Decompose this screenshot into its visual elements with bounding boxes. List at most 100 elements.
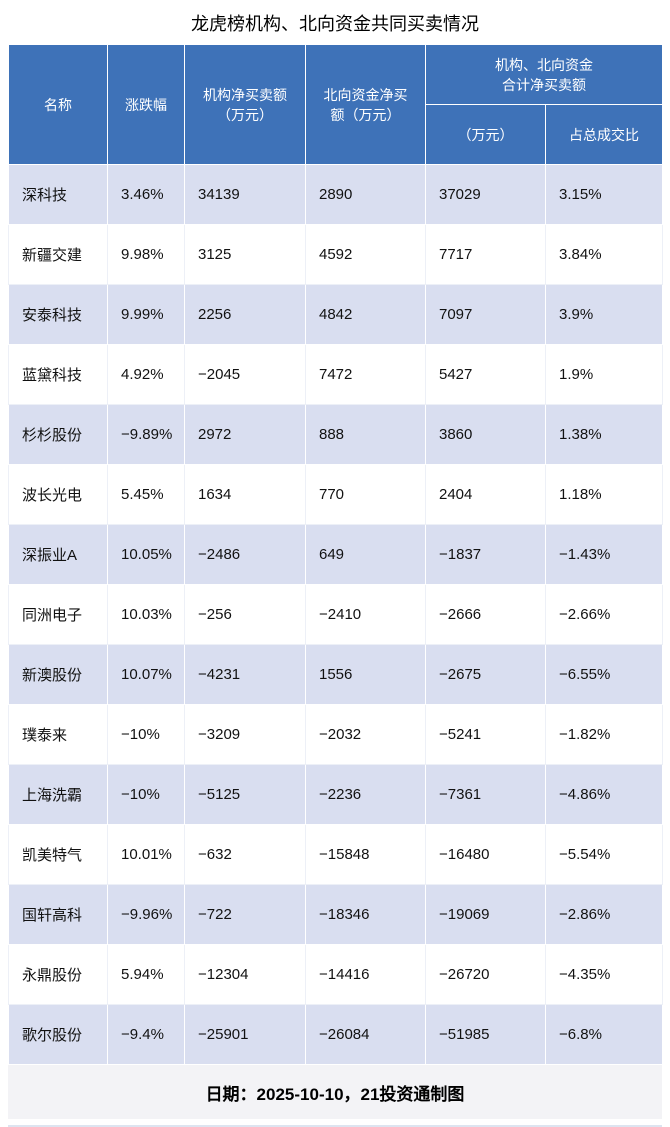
cell-change: 9.99% xyxy=(107,284,185,345)
cell-north-net: 4842 xyxy=(305,284,426,345)
cell-inst-net: 34139 xyxy=(184,164,306,225)
table-row: 歌尔股份 −9.4% −25901 −26084 −51985 −6.8% xyxy=(8,1004,663,1065)
table-row: 深振业A 10.05% −2486 649 −1837 −1.43% xyxy=(8,524,663,585)
cell-inst-net: −25901 xyxy=(184,1004,306,1065)
col-header-north-net-line1: 北向资金净买 xyxy=(323,86,408,103)
cell-north-net: −2236 xyxy=(305,764,426,825)
cell-combined-amount: −26720 xyxy=(425,944,546,1005)
cell-change: −10% xyxy=(107,764,185,825)
cell-north-net: −14416 xyxy=(305,944,426,1005)
cell-combined-amount: 7097 xyxy=(425,284,546,345)
cell-change: 10.01% xyxy=(107,824,185,885)
cell-name: 凯美特气 xyxy=(8,824,108,885)
cell-combined-ratio: 1.9% xyxy=(545,344,663,405)
cell-combined-ratio: 1.18% xyxy=(545,464,663,525)
cell-change: −9.96% xyxy=(107,884,185,945)
cell-inst-net: −3209 xyxy=(184,704,306,765)
cell-north-net: 2890 xyxy=(305,164,426,225)
cell-inst-net: −12304 xyxy=(184,944,306,1005)
cell-combined-ratio: −6.55% xyxy=(545,644,663,705)
cell-inst-net: −5125 xyxy=(184,764,306,825)
cell-combined-ratio: 3.9% xyxy=(545,284,663,345)
cell-name: 深振业A xyxy=(8,524,108,585)
cell-combined-amount: −2675 xyxy=(425,644,546,705)
cell-inst-net: −4231 xyxy=(184,644,306,705)
table-row: 同洲电子 10.03% −256 −2410 −2666 −2.66% xyxy=(8,584,663,645)
cell-combined-amount: −2666 xyxy=(425,584,546,645)
cell-inst-net: −632 xyxy=(184,824,306,885)
cell-combined-ratio: 3.84% xyxy=(545,224,663,285)
cell-change: 5.45% xyxy=(107,464,185,525)
cell-inst-net: −722 xyxy=(184,884,306,945)
table-row: 璞泰来 −10% −3209 −2032 −5241 −1.82% xyxy=(8,704,663,765)
cell-name: 安泰科技 xyxy=(8,284,108,345)
cell-north-net: 7472 xyxy=(305,344,426,405)
cell-combined-ratio: −6.8% xyxy=(545,1004,663,1065)
data-table: 名称 涨跌幅 机构净买卖额 （万元） 北向资金净买 额（万元） 机构、北向资金 … xyxy=(8,44,663,1065)
cell-combined-ratio: 1.38% xyxy=(545,404,663,465)
cell-inst-net: 2256 xyxy=(184,284,306,345)
table-row: 波长光电 5.45% 1634 770 2404 1.18% xyxy=(8,464,663,525)
cell-name: 深科技 xyxy=(8,164,108,225)
table-row: 蓝黛科技 4.92% −2045 7472 5427 1.9% xyxy=(8,344,663,405)
cell-name: 璞泰来 xyxy=(8,704,108,765)
col-header-combined-group: 机构、北向资金 合计净买卖额 xyxy=(425,44,663,105)
table-row: 新疆交建 9.98% 3125 4592 7717 3.84% xyxy=(8,224,663,285)
table-row: 上海洗霸 −10% −5125 −2236 −7361 −4.86% xyxy=(8,764,663,825)
table-row: 深科技 3.46% 34139 2890 37029 3.15% xyxy=(8,164,663,225)
cell-combined-ratio: −1.82% xyxy=(545,704,663,765)
table-header: 名称 涨跌幅 机构净买卖额 （万元） 北向资金净买 额（万元） 机构、北向资金 … xyxy=(8,44,663,165)
table-row: 凯美特气 10.01% −632 −15848 −16480 −5.54% xyxy=(8,824,663,885)
table-row: 新澳股份 10.07% −4231 1556 −2675 −6.55% xyxy=(8,644,663,705)
table-row: 国轩高科 −9.96% −722 −18346 −19069 −2.86% xyxy=(8,884,663,945)
cell-combined-amount: −1837 xyxy=(425,524,546,585)
cell-combined-amount: 37029 xyxy=(425,164,546,225)
cell-north-net: 770 xyxy=(305,464,426,525)
cell-north-net: −15848 xyxy=(305,824,426,885)
cell-change: 10.03% xyxy=(107,584,185,645)
col-header-inst-net-line2: （万元） xyxy=(217,106,273,123)
cell-north-net: −2032 xyxy=(305,704,426,765)
cell-combined-amount: −16480 xyxy=(425,824,546,885)
cell-change: 9.98% xyxy=(107,224,185,285)
cell-change: 10.07% xyxy=(107,644,185,705)
page-title: 龙虎榜机构、北向资金共同买卖情况 xyxy=(191,14,479,34)
col-header-change: 涨跌幅 xyxy=(107,44,185,165)
cell-name: 波长光电 xyxy=(8,464,108,525)
cell-combined-ratio: −4.86% xyxy=(545,764,663,825)
cell-north-net: 888 xyxy=(305,404,426,465)
cell-combined-amount: −51985 xyxy=(425,1004,546,1065)
cell-name: 国轩高科 xyxy=(8,884,108,945)
cell-change: 4.92% xyxy=(107,344,185,405)
col-header-combined-group-line2: 合计净买卖额 xyxy=(502,76,586,93)
cell-name: 歌尔股份 xyxy=(8,1004,108,1065)
cell-north-net: −26084 xyxy=(305,1004,426,1065)
cell-north-net: 649 xyxy=(305,524,426,585)
cell-name: 永鼎股份 xyxy=(8,944,108,1005)
cell-north-net: 1556 xyxy=(305,644,426,705)
cell-name: 新澳股份 xyxy=(8,644,108,705)
cell-combined-ratio: −5.54% xyxy=(545,824,663,885)
cell-change: −9.89% xyxy=(107,404,185,465)
cell-change: 3.46% xyxy=(107,164,185,225)
table-row: 安泰科技 9.99% 2256 4842 7097 3.9% xyxy=(8,284,663,345)
cell-change: −10% xyxy=(107,704,185,765)
cell-combined-ratio: −2.86% xyxy=(545,884,663,945)
table-body: 深科技 3.46% 34139 2890 37029 3.15% 新疆交建 9.98% 3125… xyxy=(8,164,663,1065)
cell-name: 上海洗霸 xyxy=(8,764,108,825)
cell-inst-net: 2972 xyxy=(184,404,306,465)
cell-combined-amount: −5241 xyxy=(425,704,546,765)
footer-note: 日期：2025-10-10，21投资通制图 xyxy=(8,1065,662,1119)
cell-inst-net: 1634 xyxy=(184,464,306,525)
cell-name: 杉杉股份 xyxy=(8,404,108,465)
cell-change: 10.05% xyxy=(107,524,185,585)
col-header-combined-ratio: 占总成交比 xyxy=(545,104,663,165)
cell-combined-amount: 7717 xyxy=(425,224,546,285)
cell-combined-amount: 5427 xyxy=(425,344,546,405)
cell-north-net: 4592 xyxy=(305,224,426,285)
cell-change: −9.4% xyxy=(107,1004,185,1065)
cell-combined-amount: −19069 xyxy=(425,884,546,945)
cell-inst-net: −2045 xyxy=(184,344,306,405)
col-header-combined-amount: （万元） xyxy=(425,104,546,165)
